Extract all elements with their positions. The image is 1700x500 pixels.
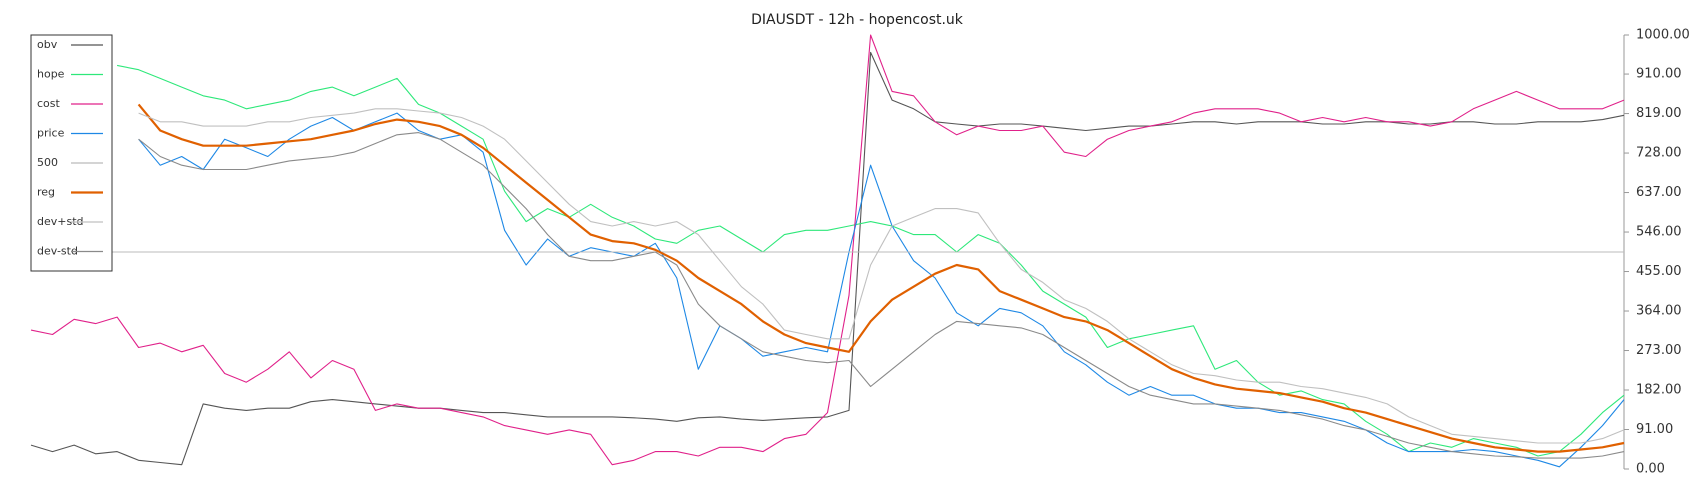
legend-label: dev-std [37,245,78,258]
legend-label: dev+std [37,215,84,228]
series-line [138,112,1625,468]
y-tick-label: 182.00 [1636,383,1682,398]
series-line [137,103,1625,453]
y-tick-label: 1000.00 [1636,28,1690,43]
y-tick-label: 546.00 [1636,225,1682,240]
y-tick-label: 910.00 [1636,67,1682,82]
series-line [138,108,1625,444]
y-tick-label: 728.00 [1636,146,1682,161]
series-line [116,64,1625,457]
y-tick-label: 0.00 [1636,462,1665,477]
y-tick-label: 273.00 [1636,343,1682,358]
y-tick-label: 819.00 [1636,106,1682,121]
legend-label: reg [37,186,55,199]
legend-label: price [37,127,65,140]
y-tick-label: 637.00 [1636,185,1682,200]
series-line [138,132,1625,459]
legend-label: 500 [37,156,58,169]
series-line [30,34,1625,466]
legend-label: cost [37,97,61,110]
legend-label: obv [37,38,58,51]
legend-label: hope [37,68,65,81]
y-tick-label: 455.00 [1636,264,1682,279]
y-tick-label: 364.00 [1636,304,1682,319]
chart-title: DIAUSDT - 12h - hopencost.uk [751,12,964,28]
series-line [30,51,1625,466]
y-tick-label: 91.00 [1636,422,1673,437]
